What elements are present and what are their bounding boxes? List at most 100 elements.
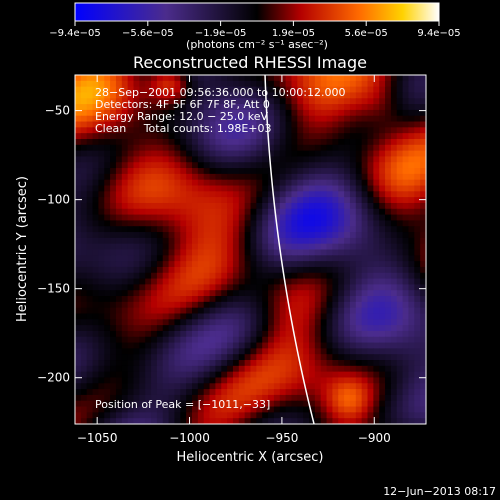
heatmap-cell	[227, 400, 234, 408]
heatmap-cell	[162, 115, 170, 123]
heatmap-cell	[285, 173, 293, 181]
heatmap-cell	[408, 400, 415, 408]
heatmap-cell	[127, 272, 135, 280]
heatmap-cell	[232, 173, 240, 181]
heatmap-cell	[221, 179, 228, 187]
heatmap-cell	[86, 330, 94, 338]
heatmap-cell	[320, 307, 328, 315]
heatmap-cell	[186, 330, 193, 338]
heatmap-cell	[250, 243, 257, 251]
heatmap-cell	[180, 330, 187, 338]
heatmap-cell	[291, 104, 298, 111]
heatmap-cell	[139, 342, 146, 349]
heatmap-cell	[121, 365, 129, 373]
heatmap-cell	[209, 121, 216, 128]
heatmap-cell	[75, 336, 82, 344]
heatmap-cell	[192, 243, 199, 251]
heatmap-cell	[297, 290, 304, 297]
heatmap-cell	[209, 86, 216, 94]
heatmap-cell	[98, 261, 105, 268]
heatmap-cell	[238, 336, 246, 344]
heatmap-cell	[104, 92, 111, 99]
heatmap-cell	[256, 412, 263, 419]
heatmap-cell	[221, 301, 228, 309]
heatmap-cell	[262, 400, 269, 408]
heatmap-cell	[162, 301, 170, 309]
heatmap-cell	[344, 348, 351, 355]
heatmap-cell	[145, 104, 152, 111]
heatmap-cell	[156, 220, 164, 227]
heatmap-cell	[273, 92, 281, 99]
heatmap-cell	[314, 249, 322, 256]
heatmap-cell	[291, 377, 298, 384]
heatmap-cell	[279, 92, 287, 99]
heatmap-cell	[180, 75, 187, 82]
heatmap-cell	[227, 418, 234, 424]
heatmap-cell	[320, 98, 328, 105]
heatmap-cell	[285, 121, 293, 128]
heatmap-cell	[121, 98, 129, 105]
heatmap-cell	[133, 127, 140, 134]
heatmap-cell	[209, 191, 216, 198]
heatmap-cell	[285, 226, 293, 233]
heatmap-cell	[256, 168, 263, 175]
heatmap-cell	[414, 243, 421, 251]
heatmap-cell	[326, 104, 333, 111]
heatmap-cell	[349, 272, 357, 280]
heatmap-cell	[390, 168, 398, 175]
heatmap-cell	[197, 266, 205, 274]
heatmap-cell	[268, 255, 275, 262]
heatmap-cell	[297, 179, 304, 187]
heatmap-cell	[344, 400, 351, 408]
heatmap-cell	[192, 80, 199, 88]
heatmap-cell	[227, 214, 234, 222]
heatmap-cell	[303, 290, 310, 297]
heatmap-cell	[273, 319, 281, 326]
heatmap-cell	[162, 98, 170, 105]
heatmap-cell	[238, 202, 246, 210]
heatmap-cell	[238, 237, 246, 245]
heatmap-cell	[186, 301, 193, 309]
heatmap-cell	[303, 394, 310, 402]
heatmap-cell	[420, 383, 426, 390]
heatmap-cell	[75, 237, 82, 245]
heatmap-cell	[332, 266, 339, 274]
heatmap-cell	[221, 75, 228, 82]
heatmap-cell	[385, 342, 392, 349]
heatmap-cell	[250, 115, 257, 123]
heatmap-cell	[209, 400, 216, 408]
heatmap-cell	[197, 104, 205, 111]
heatmap-cell	[291, 75, 298, 82]
heatmap-cell	[133, 290, 140, 297]
heatmap-cell	[92, 418, 99, 424]
heatmap-cell	[309, 232, 316, 239]
heatmap-cell	[168, 156, 176, 163]
heatmap-cell	[162, 371, 170, 379]
heatmap-cell	[320, 325, 328, 332]
heatmap-cell	[209, 98, 216, 105]
heatmap-cell	[314, 179, 322, 187]
heatmap-cell	[385, 220, 392, 227]
heatmap-cell	[379, 208, 386, 216]
heatmap-cell	[303, 179, 310, 187]
heatmap-cell	[379, 75, 386, 82]
heatmap-cell	[215, 144, 222, 152]
heatmap-cell	[414, 418, 421, 424]
heatmap-cell	[232, 133, 240, 140]
heatmap-cell	[80, 150, 88, 158]
heatmap-cell	[92, 185, 99, 192]
heatmap-cell	[279, 342, 287, 349]
heatmap-cell	[203, 185, 211, 192]
heatmap-cell	[98, 249, 105, 256]
heatmap-cell	[332, 150, 339, 158]
heatmap-cell	[156, 243, 164, 251]
heatmap-cell	[156, 98, 164, 105]
heatmap-cell	[303, 400, 310, 408]
heatmap-cell	[250, 325, 257, 332]
heatmap-cell	[279, 400, 287, 408]
heatmap-cell	[151, 208, 158, 216]
heatmap-cell	[320, 330, 328, 338]
heatmap-cell	[256, 418, 263, 424]
heatmap-cell	[338, 325, 345, 332]
heatmap-cell	[104, 237, 111, 245]
